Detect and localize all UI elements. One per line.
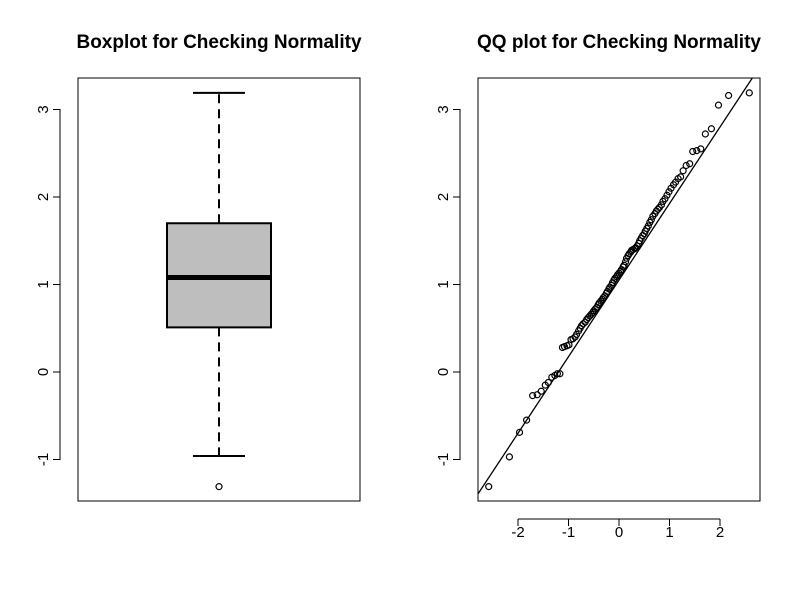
qqplot-point: [529, 392, 537, 400]
qqplot-point: [693, 147, 701, 155]
qqplot-y-tick-label: -1: [435, 453, 452, 466]
qqplot-point: [556, 370, 564, 378]
qqplot-point: [697, 145, 705, 153]
qqplot-point: [522, 416, 531, 424]
qqplot-point: [485, 483, 493, 491]
qqplot-point: [553, 370, 561, 378]
qqplot-point: [647, 216, 655, 224]
qqplot-x-tick-label: -2: [511, 524, 524, 541]
qqplot-x-tick-label: 2: [716, 524, 724, 541]
boxplot-outlier: [215, 483, 223, 491]
qqplot-point: [657, 201, 666, 209]
qqplot-point: [707, 125, 716, 133]
qqplot-point: [505, 453, 514, 461]
qqplot-point: [701, 130, 709, 138]
qqplot-point: [572, 330, 581, 338]
boxplot-y-tick-label: -1: [35, 453, 52, 466]
boxplot-y-tick-label: 1: [35, 280, 52, 288]
boxplot-y-tick-label: 2: [35, 193, 52, 201]
qqplot-point: [724, 91, 733, 100]
qqplot-x-ticks: -2 -1 0 1 2: [511, 519, 724, 541]
qqplot-x-tick-label: -1: [562, 524, 575, 541]
qqplot-point: [665, 188, 673, 196]
qqplot-point: [644, 222, 652, 230]
boxplot-y-ticks: -1 0 1 2 3: [35, 105, 60, 466]
qqplot-plot-frame: [477, 77, 761, 502]
qqplot-point: [579, 320, 587, 328]
qqplot-point: [661, 195, 669, 203]
qqplot-point: [569, 335, 577, 343]
qqplot-point: [714, 101, 723, 109]
boxplot-y-tick-label: 0: [35, 368, 52, 376]
qqplot-point: [533, 391, 541, 399]
boxplot-title: Boxplot for Checking Normality: [76, 32, 361, 53]
qqplot-point: [544, 378, 552, 387]
qqplot-point: [686, 160, 694, 168]
qqplot-point: [677, 173, 685, 181]
qqplot-marks: [478, 78, 754, 495]
qqplot-point: [745, 89, 753, 97]
qqplot-title: QQ plot for Checking Normality: [477, 32, 761, 53]
qqplot-y-tick-label: 3: [435, 105, 452, 113]
boxplot-marks: [166, 91, 272, 491]
qqplot-y-tick-label: 2: [435, 193, 452, 201]
qqplot-y-tick-label: 0: [435, 368, 452, 376]
qqplot-point: [515, 428, 524, 436]
qqplot-panel: QQ plot for Checking Normality -1 0 1 2 3 -2…: [435, 32, 761, 541]
boxplot-plot-frame: [77, 77, 361, 502]
qqplot-y-ticks: -1 0 1 2 3: [435, 105, 460, 466]
qqplot-point: [682, 161, 690, 170]
qqplot-point: [689, 147, 697, 156]
boxplot-panel: Boxplot for Checking Normality -1 0 1 2 3: [35, 32, 362, 502]
qqplot-point: [537, 387, 545, 395]
qqplot-point: [620, 261, 628, 269]
qqplot-point: [621, 258, 630, 266]
qqplot-x-tick-label: 0: [615, 524, 623, 541]
qqplot-point: [654, 205, 662, 213]
boxplot-y-tick-label: 3: [35, 105, 52, 113]
qqplot-point: [679, 167, 687, 175]
qqplot-x-tick-label: 1: [665, 524, 673, 541]
qqplot-y-tick-label: 1: [435, 280, 452, 288]
qqplot-point: [663, 191, 671, 199]
